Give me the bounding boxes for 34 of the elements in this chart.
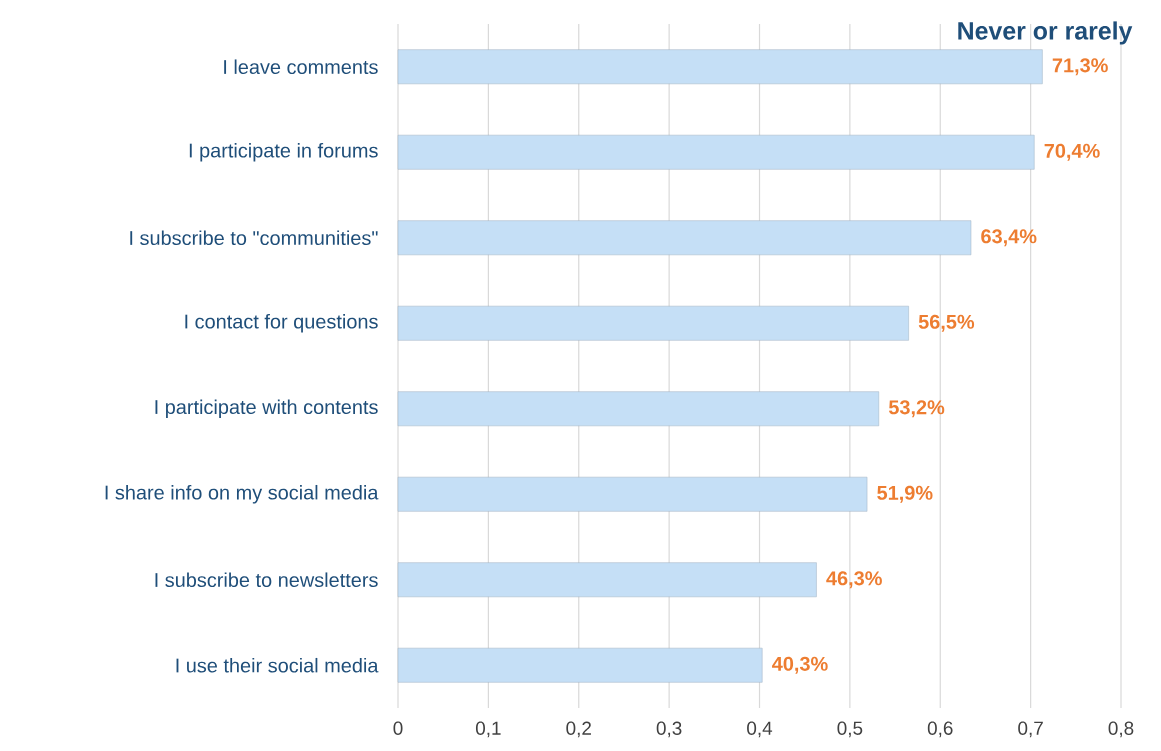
bar bbox=[397, 476, 868, 512]
y-tick-label: I leave comments bbox=[224, 59, 378, 75]
data-label: 53,2% bbox=[888, 400, 945, 418]
y-tick-label: I use their social media bbox=[176, 657, 379, 673]
data-label: 70,4% bbox=[1044, 143, 1100, 161]
bar bbox=[397, 49, 1043, 85]
x-tick-label: 0,7 bbox=[1018, 721, 1043, 738]
y-tick-label: I subscribe to newsletters bbox=[155, 572, 378, 588]
chart-title: Never or rarely bbox=[958, 21, 1133, 45]
data-label: 71,3% bbox=[1052, 58, 1108, 76]
x-tick-label: 0,5 bbox=[837, 721, 863, 738]
x-tick-label: 0,1 bbox=[475, 721, 501, 738]
data-label: 40,3% bbox=[772, 656, 828, 674]
bar bbox=[397, 391, 880, 427]
x-tick-label: 0,4 bbox=[747, 721, 773, 738]
x-tick-label: 0,6 bbox=[927, 721, 953, 738]
x-tick-label: 0,3 bbox=[656, 721, 682, 738]
x-tick-label: 0,8 bbox=[1108, 721, 1134, 738]
data-label: 51,9% bbox=[877, 485, 933, 503]
data-label: 63,4% bbox=[981, 229, 1037, 247]
x-tick-label: 0 bbox=[393, 721, 403, 735]
bar bbox=[397, 305, 909, 341]
y-tick-label: I participate with contents bbox=[155, 399, 378, 419]
y-tick-label: I contact for questions bbox=[185, 313, 378, 333]
bar bbox=[397, 647, 763, 683]
y-tick-label: I participate in forums bbox=[189, 142, 378, 162]
bar bbox=[397, 562, 817, 598]
data-label: 56,5% bbox=[918, 314, 975, 332]
y-tick-label: I share info on my social media bbox=[105, 484, 379, 504]
y-tick-label: I subscribe to "communities" bbox=[130, 230, 378, 246]
x-tick-label: 0,2 bbox=[566, 721, 591, 738]
data-label: 46,3% bbox=[826, 571, 882, 589]
bar bbox=[397, 220, 972, 256]
bar bbox=[397, 134, 1035, 170]
